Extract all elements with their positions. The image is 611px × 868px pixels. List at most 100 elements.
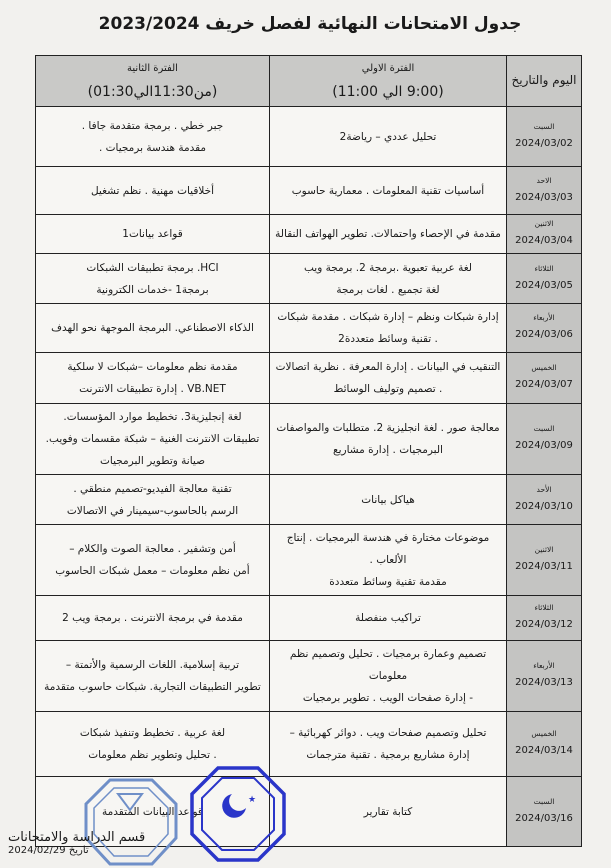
day-name: الأربعاء	[533, 661, 555, 670]
day-name: الاثنين	[534, 219, 554, 228]
schedule-row: الأحد 2024/03/10 هياكل بيانات تقنية معالجة …	[35, 474, 582, 525]
day-date-cell: الأربعاء 2024/03/06	[506, 303, 582, 353]
exam-date: 2024/03/10	[515, 500, 573, 512]
period1-subjects: تحليل عددي – رياضة2	[269, 106, 507, 167]
day-date-cell: الثلاثاء 2024/03/05	[506, 253, 582, 304]
day-name: الأربعاء	[533, 313, 555, 322]
subject-line: مقدمة تقنية وسائط متعددة	[329, 576, 447, 588]
day-date-cell: السبت 2024/03/09	[506, 403, 582, 475]
period2-subjects: قواعد بيانات1	[35, 214, 270, 254]
subject-line: تقنية معالجة الفيديو-تصميم منطقي .	[73, 482, 232, 495]
day-name: السبت	[533, 796, 555, 806]
exam-date: 2024/03/05	[515, 279, 573, 291]
subject-line: قواعد بيانات1	[122, 228, 183, 240]
day-name: الأحد	[536, 484, 552, 494]
day-date-cell: الأحد 2024/03/10	[506, 474, 582, 525]
period1-subjects: إدارة شبكات ونظم – إدارة شبكات . مقدمة ش…	[269, 303, 507, 353]
day-name: السبت	[533, 121, 555, 131]
period1-subjects: تحليل وتصميم صفحات ويب . دوائر كهربائية …	[269, 711, 507, 777]
table-header-row: اليوم والتاريخ الفترة الاولي (9:00 الي 1…	[35, 55, 582, 107]
period2-header: الفترة الثانية (من11:30الي01:30)	[35, 55, 270, 107]
period2-subjects: تربية إسلامية. اللغات الرسمية والأتمتة –…	[35, 640, 270, 712]
subject-line: أمن نظم معلومات – معمل شبكات الحاسوب	[55, 565, 250, 577]
day-date-cell: الثلاثاء 2024/03/12	[506, 595, 582, 641]
subject-line: لغة عربية . تخطيط وتنفيذ شبكات	[79, 727, 226, 739]
period2-subjects: جبر خطي . برمجة متقدمة جافا . مقدمة هندسة…	[35, 106, 270, 167]
period1-subjects: التنقيب في البيانات . إدارة المعرفة . نظ…	[269, 352, 507, 404]
subject-line: معالجة صور . لغة انجليزية 2. متطلبات وال…	[276, 422, 500, 434]
exam-date: 2024/03/11	[515, 561, 573, 572]
subject-line: موضوعات مختارة في هندسة البرمجيات . إنتا…	[286, 532, 490, 566]
subject-line: التنقيب في البيانات . إدارة المعرفة . نظ…	[275, 361, 501, 373]
svg-text:★: ★	[248, 795, 256, 805]
period1-subjects: معالجة صور . لغة انجليزية 2. متطلبات وال…	[269, 403, 507, 475]
day-date-cell: السبت 2024/03/16	[506, 776, 582, 847]
subject-line: . تصميم وتوليف الوسائط	[333, 383, 443, 395]
schedule-row: الخميس 2024/03/07 التنقيب في البيانات . إد…	[35, 352, 582, 404]
subject-line: لغة إنجليزية3. تخطيط موارد المؤسسات.	[63, 411, 242, 423]
period2-subjects: HCI. برمجة تطبيقات الشبكات برمجة1 -خدمات …	[35, 253, 270, 304]
exam-date: 2024/03/04	[515, 235, 573, 246]
exam-schedule-table: اليوم والتاريخ الفترة الاولي (9:00 الي 1…	[35, 55, 582, 847]
period2-subjects: مقدمة نظم معلومات –شبكات لا سلكية VB.NET …	[35, 352, 270, 404]
subject-line: مقدمة في الإحصاء واحتمالات. تطوير الهوات…	[275, 228, 501, 240]
period1-subjects: تراكيب منفصلة	[269, 595, 507, 641]
subject-line: مقدمة نظم معلومات –شبكات لا سلكية	[67, 361, 238, 373]
subject-line: تحليل عددي – رياضة2	[339, 130, 437, 143]
day-name: الثلاثاء	[534, 263, 554, 273]
period2-subjects: أمن وتشفير . معالجة الصوت والكلام – أمن ن…	[35, 524, 270, 596]
exam-date: 2024/03/14	[515, 745, 573, 756]
schedule-row: السبت 2024/03/09 معالجة صور . لغة انجليزية…	[35, 403, 582, 475]
exam-date: 2024/03/09	[515, 440, 573, 451]
period1-subjects: كتابة تقارير	[269, 776, 507, 847]
day-name: الخميس	[531, 363, 557, 372]
subject-line: إدارة مشاريع برمجية . تقنية مترجمات	[306, 749, 470, 761]
day-name: الثلاثاء	[534, 603, 554, 612]
period1-subjects: تصميم وعمارة برمجيات . تحليل وتصميم نظم …	[269, 640, 507, 712]
period2-subjects: مقدمة في برمجة الانترنت . برمجة ويب 2	[35, 595, 270, 641]
period1-subjects: أساسيات تقنية المعلومات . معمارية حاسوب	[269, 166, 507, 215]
exam-date: 2024/03/07	[515, 379, 573, 390]
period2-subjects: أخلاقيات مهنية . نظم تشغيل	[35, 166, 270, 215]
schedule-row: الثلاثاء 2024/03/12 تراكيب منفصلة مقدمة في …	[35, 595, 582, 641]
subject-line: البرمجيات . إدارة مشاريع	[333, 444, 443, 456]
period1-subjects: موضوعات مختارة في هندسة البرمجيات . إنتا…	[269, 524, 507, 596]
subject-line: جبر خطي . برمجة متقدمة جافا .	[81, 119, 224, 132]
period1-subjects: هياكل بيانات	[269, 474, 507, 525]
subject-line: . تحليل وتطوير نظم معلومات	[88, 749, 217, 761]
period1-subjects: لغة عربية تعبوية .برمجة 2. برمجة ويب لغة …	[269, 253, 507, 304]
exam-office-stamp	[84, 778, 178, 866]
subject-line: مقدمة هندسة برمجيات .	[98, 141, 207, 154]
exam-committee-stamp: ★	[190, 766, 286, 862]
subject-line: تراكيب منفصلة	[355, 612, 421, 624]
schedule-row: السبت 2024/03/02 تحليل عددي – رياضة2 جبر خط…	[35, 106, 582, 167]
day-date-cell: السبت 2024/03/02	[506, 106, 582, 167]
subject-line: أساسيات تقنية المعلومات . معمارية حاسوب	[291, 184, 485, 197]
period2-subjects: تقنية معالجة الفيديو-تصميم منطقي . الرسم …	[35, 474, 270, 525]
day-name: السبت	[533, 424, 555, 433]
day-date-cell: الأربعاء 2024/03/13	[506, 640, 582, 712]
exam-date: 2024/03/12	[515, 619, 573, 630]
subject-line: إدارة شبكات ونظم – إدارة شبكات . مقدمة ش…	[277, 311, 499, 323]
day-name: الخميس	[531, 729, 557, 738]
day-date-header: اليوم والتاريخ	[506, 55, 582, 107]
day-date-cell: الاحد 2024/03/03	[506, 166, 582, 215]
subject-line: . تقنية وسائط متعددة2	[338, 333, 438, 345]
subject-line: - إدارة صفحات الويب . تطوير برمجيات	[302, 692, 474, 704]
subject-line: قواعد البيانات المتقدمة	[102, 805, 203, 818]
subject-line: كتابة تقارير	[363, 805, 413, 818]
subject-line: الذكاء الاصطناعي. البرمجة الموجهة نحو ال…	[51, 322, 254, 334]
subject-line: تربية إسلامية. اللغات الرسمية والأتمتة –	[65, 659, 240, 671]
exam-date: 2024/03/06	[515, 329, 573, 340]
schedule-row: الثلاثاء 2024/03/05 لغة عربية تعبوية .برمج…	[35, 253, 582, 304]
subject-line: أمن وتشفير . معالجة الصوت والكلام –	[69, 543, 236, 555]
schedule-row: الاثنين 2024/03/04 مقدمة في الإحصاء واحتما…	[35, 214, 582, 254]
schedule-row: الاثنين 2024/03/11 موضوعات مختارة في هندسة…	[35, 524, 582, 596]
subject-line: برمجة1 -خدمات الكترونية	[96, 283, 209, 296]
day-date-cell: الاثنين 2024/03/11	[506, 524, 582, 596]
subject-line: الرسم بالحاسوب-سيمينار في الاتصالات	[66, 504, 239, 517]
subject-line: تطبيقات الانترنت الغنية – شبكة مقسمات وف…	[45, 433, 260, 445]
day-date-cell: الخميس 2024/03/14	[506, 711, 582, 777]
footer-signature: قسم الدراسة والامتحانات تاريخ 2024/02/29	[8, 826, 145, 856]
period2-subjects: لغة عربية . تخطيط وتنفيذ شبكات . تحليل وت…	[35, 711, 270, 777]
